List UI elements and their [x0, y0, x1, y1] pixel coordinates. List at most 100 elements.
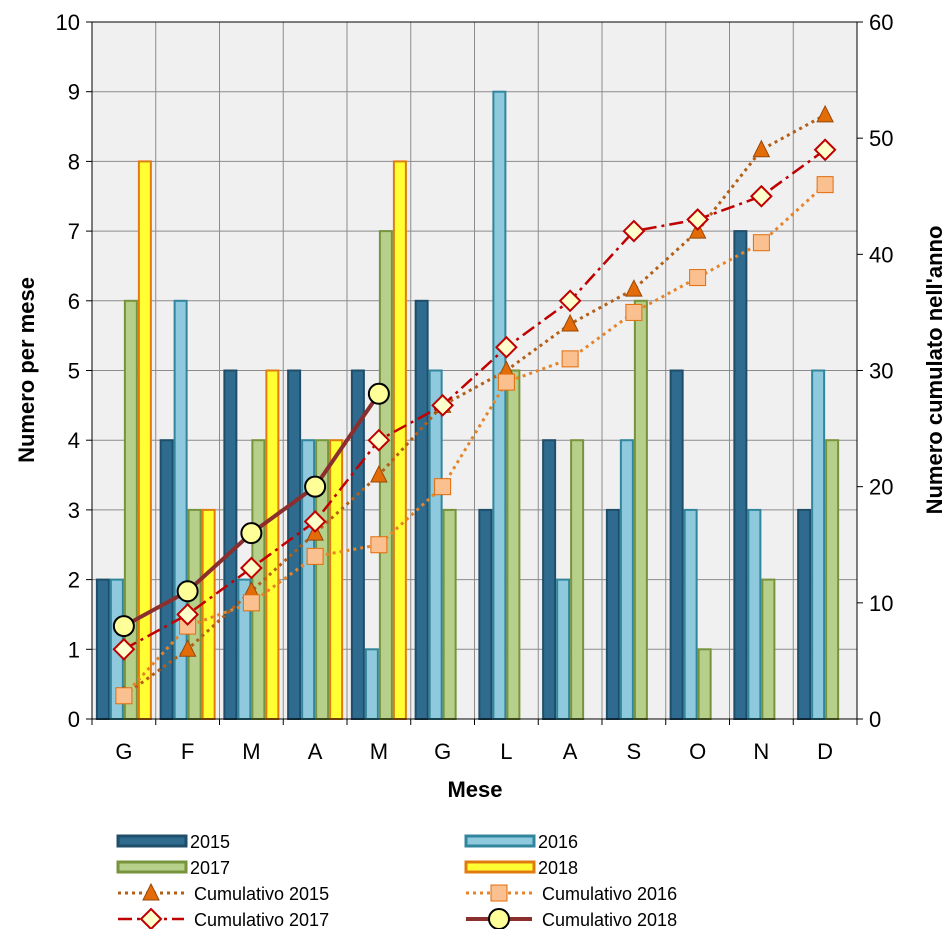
y-axis-title: Numero per mese [14, 277, 39, 463]
legend-swatch-2018 [464, 860, 536, 874]
marker-cumulativo-2017 [494, 335, 518, 359]
x-tick-label: G [434, 739, 451, 764]
bar-2015 [287, 369, 302, 720]
bar-2015 [542, 439, 557, 720]
y-tick-label: 8 [68, 149, 80, 174]
line-cumulativo-2017 [123, 148, 826, 651]
marker-cumulativo-2018 [367, 382, 390, 405]
y-tick-label: 0 [68, 707, 80, 732]
x-tick-label: M [242, 739, 260, 764]
bar-2017 [697, 648, 712, 720]
marker-cumulativo-2016 [561, 350, 579, 368]
bar-2016 [556, 578, 571, 720]
marker-cumulativo-2015 [752, 139, 771, 158]
x-tick-label: A [563, 739, 578, 764]
y-tick-label: 9 [68, 80, 80, 105]
x-tick-label: G [115, 739, 132, 764]
bar-2016 [683, 508, 698, 720]
bar-2018 [265, 369, 280, 720]
bar-2015 [605, 508, 620, 720]
marker-cumulativo-2016 [242, 594, 260, 612]
y2-tick-label: 50 [869, 126, 893, 151]
marker-cumulativo-2017 [239, 556, 263, 580]
y2-tick-label: 40 [869, 242, 893, 267]
marker-cumulativo-2017 [622, 219, 646, 243]
marker-cumulativo-2016 [497, 373, 515, 391]
legend-label-2015: 2015 [190, 832, 230, 852]
x-tick-label: M [370, 739, 388, 764]
legend-swatch-2017 [116, 860, 188, 874]
axes: 0 1 2 3 4 5 6 7 8 9 10 0 10 20 30 40 50 60 G F M A M G L A S O N D [56, 10, 894, 764]
legend-label-2016: 2016 [538, 832, 578, 852]
marker-cumulativo-2017 [112, 637, 136, 661]
marker-cumulativo-2016 [625, 303, 643, 321]
y-tick-label: 4 [68, 428, 80, 453]
bar-2015 [223, 369, 238, 720]
bar-2017 [506, 369, 521, 720]
bar-2017 [570, 439, 585, 720]
legend-label-cumulativo-2017: Cumulativo 2017 [194, 910, 329, 929]
marker-cumulativo-2016 [306, 547, 324, 565]
bar-2017 [761, 578, 776, 720]
bar-2016 [619, 439, 634, 720]
bar-2017 [633, 299, 648, 720]
legend-label-2017: 2017 [190, 858, 230, 878]
bars [95, 90, 840, 720]
marker-cumulativo-2016 [689, 269, 707, 287]
bar-2015 [797, 508, 812, 720]
y-tick-label: 5 [68, 359, 80, 384]
y-tick-label: 3 [68, 498, 80, 523]
y2-tick-label: 0 [869, 707, 881, 732]
bar-2018 [329, 439, 344, 720]
x-axis-title: Mese [447, 777, 502, 802]
legend-label-2018: 2018 [538, 858, 578, 878]
x-tick-label: L [500, 739, 512, 764]
bar-2015 [95, 578, 110, 720]
marker-cumulativo-2016 [752, 234, 770, 252]
bar-2018 [392, 160, 407, 720]
marker-cumulativo-2015 [561, 313, 579, 332]
marker-cumulativo-2016 [115, 687, 133, 705]
bar-2016 [811, 369, 826, 720]
y2-axis-title: Numero cumulato nell'anno [922, 226, 947, 515]
legend-marker-cumulativo-2018 [488, 908, 510, 929]
bar-2016 [364, 648, 379, 720]
marker-cumulativo-2017 [303, 510, 327, 533]
legend-marker-cumulativo-2015 [142, 882, 160, 901]
y2-tick-label: 60 [869, 10, 893, 35]
gridlines [92, 22, 857, 719]
marker-cumulativo-2018 [176, 580, 199, 603]
y-tick-label: 6 [68, 289, 80, 314]
bar-2015 [669, 369, 684, 720]
x-tick-label: A [308, 739, 323, 764]
marker-cumulativo-2017 [367, 428, 391, 452]
bar-2015 [159, 439, 174, 720]
bar-2017 [442, 508, 457, 720]
marker-cumulativo-2017 [558, 289, 582, 313]
bar-2016 [747, 508, 762, 720]
bar-2017 [251, 439, 266, 720]
y2-tick-label: 10 [869, 591, 893, 616]
bar-2018 [201, 508, 216, 720]
x-tick-label: S [627, 739, 642, 764]
marker-cumulativo-2015 [625, 279, 643, 297]
marker-cumulativo-2018 [304, 475, 327, 498]
legend-swatch-2015 [116, 834, 188, 848]
marker-cumulativo-2018 [112, 615, 135, 638]
marker-cumulativo-2017 [813, 138, 837, 162]
bar-2015 [478, 508, 493, 720]
cumulative-lines [112, 104, 837, 705]
marker-cumulativo-2015 [178, 639, 197, 657]
legend-label-cumulativo-2015: Cumulativo 2015 [194, 884, 329, 904]
legend-marker-cumulativo-2016 [490, 884, 508, 902]
legend: 2015 2016 2017 2018 Cumulativo 2015 Cumulativ… [116, 832, 677, 929]
marker-cumulativo-2017 [176, 603, 200, 626]
x-tick-label: N [753, 739, 769, 764]
marker-cumulativo-2015 [816, 104, 834, 123]
y-tick-label: 10 [56, 10, 80, 35]
marker-cumulativo-2015 [370, 464, 388, 483]
marker-cumulativo-2018 [240, 522, 263, 545]
legend-label-cumulativo-2016: Cumulativo 2016 [542, 884, 677, 904]
x-tick-label: F [181, 739, 194, 764]
